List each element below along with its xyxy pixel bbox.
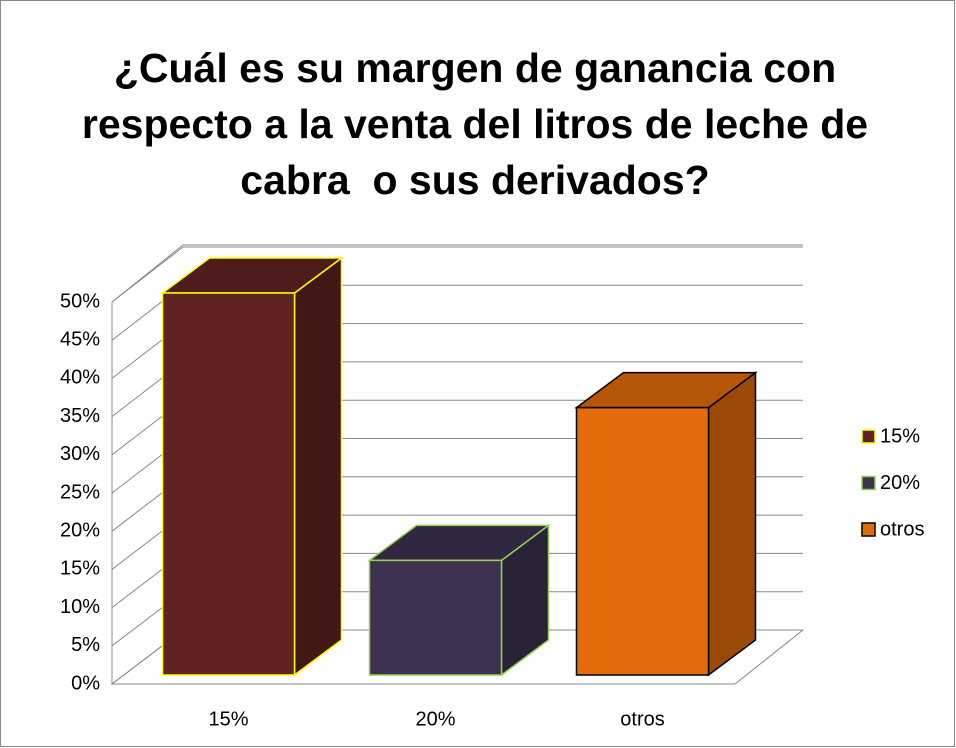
y-tick-label: 50% (60, 290, 100, 312)
bar-front (161, 292, 296, 676)
bar-front (575, 406, 710, 676)
grid-line (111, 246, 803, 303)
y-tick-label: 0% (71, 672, 100, 694)
legend-swatch (861, 522, 876, 537)
bar-side (293, 256, 343, 677)
legend-swatch (861, 429, 876, 444)
y-tick-label: 30% (60, 443, 100, 465)
y-tick-label: 25% (60, 481, 100, 503)
y-tick-label: 45% (60, 328, 100, 350)
y-tick-label: 15% (60, 558, 100, 580)
bar-side (707, 371, 757, 677)
x-tick-label: otros (620, 708, 664, 730)
legend-label: 15% (880, 425, 920, 447)
back-wall (111, 244, 803, 303)
legend-label: otros (880, 518, 924, 540)
bar (367, 523, 551, 677)
y-tick-label: 10% (60, 596, 100, 618)
legend-swatch (861, 475, 876, 491)
y-tick-label: 5% (71, 634, 100, 656)
legend-label: 20% (880, 472, 920, 494)
bar-front (368, 559, 503, 676)
x-tick-label: 20% (415, 708, 455, 730)
y-tick-label: 20% (60, 519, 100, 541)
bar (574, 371, 758, 677)
y-tick-label: 35% (60, 405, 100, 427)
chart-title: ¿Cuál es su margen de ganancia con respe… (81, 45, 869, 203)
y-tick-label: 40% (60, 367, 100, 389)
bar (160, 256, 344, 677)
x-tick-label: 15% (208, 708, 248, 730)
